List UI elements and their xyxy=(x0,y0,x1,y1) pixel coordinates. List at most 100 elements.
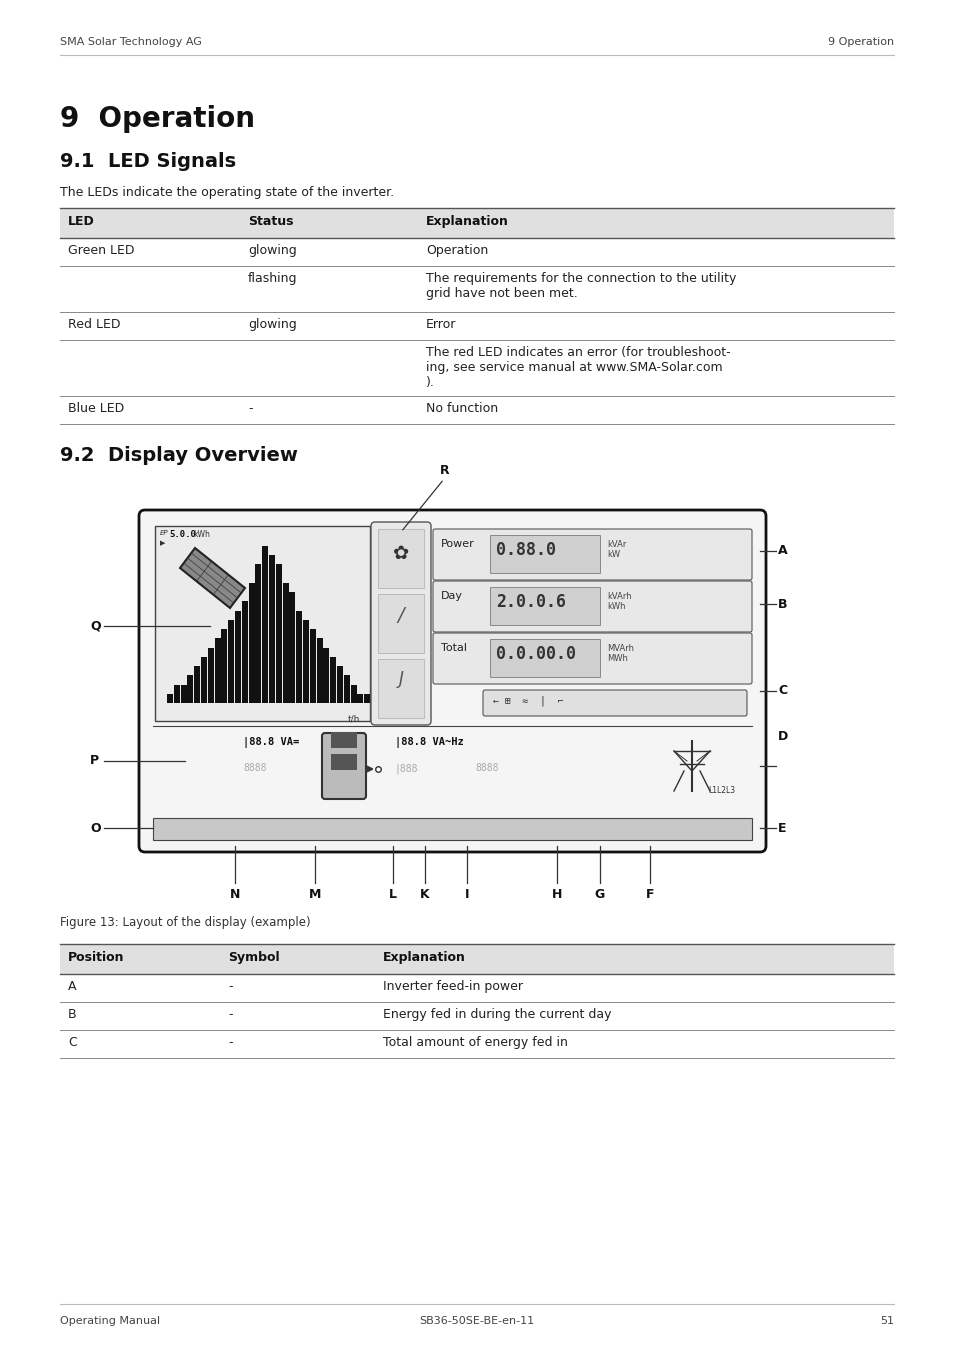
Text: 2.0.0.6: 2.0.0.6 xyxy=(496,593,565,611)
Text: K: K xyxy=(419,888,430,900)
Bar xyxy=(228,620,233,703)
Text: -: - xyxy=(248,402,253,414)
Bar xyxy=(275,565,281,703)
Bar xyxy=(234,611,241,703)
Text: ▶: ▶ xyxy=(160,540,165,546)
Bar xyxy=(282,584,289,703)
Text: I: I xyxy=(464,888,469,900)
Text: |88.8 VA=: |88.8 VA= xyxy=(243,737,299,747)
Bar xyxy=(336,666,343,703)
Bar xyxy=(60,944,893,974)
Text: Energy fed in during the current day: Energy fed in during the current day xyxy=(382,1007,611,1021)
Text: M: M xyxy=(309,888,321,900)
Bar xyxy=(269,555,274,703)
Text: |888: |888 xyxy=(395,764,418,773)
Text: MVArh
MWh: MVArh MWh xyxy=(606,645,634,663)
Bar xyxy=(490,588,599,626)
Text: A: A xyxy=(68,980,76,992)
Text: N: N xyxy=(230,888,240,900)
Text: Inverter feed-in power: Inverter feed-in power xyxy=(382,980,522,992)
Text: t/h: t/h xyxy=(348,715,360,724)
Bar xyxy=(289,592,295,703)
Text: Operation: Operation xyxy=(426,244,488,257)
Text: Figure 13: Layout of the display (example): Figure 13: Layout of the display (exampl… xyxy=(60,917,311,929)
FancyBboxPatch shape xyxy=(433,581,751,632)
Text: 9.2  Display Overview: 9.2 Display Overview xyxy=(60,445,297,464)
Text: Day: Day xyxy=(440,590,462,601)
FancyBboxPatch shape xyxy=(371,523,431,724)
Bar xyxy=(377,659,423,718)
Bar xyxy=(249,584,254,703)
Bar xyxy=(323,647,329,703)
Text: Operating Manual: Operating Manual xyxy=(60,1316,160,1326)
Text: Total: Total xyxy=(440,643,467,653)
Text: ✿: ✿ xyxy=(393,544,409,563)
FancyBboxPatch shape xyxy=(322,733,366,799)
Text: |88.8 VA~Hz: |88.8 VA~Hz xyxy=(395,737,463,747)
Text: P: P xyxy=(90,754,99,768)
Text: B: B xyxy=(68,1007,76,1021)
Bar xyxy=(208,647,213,703)
Text: C: C xyxy=(778,685,786,697)
Text: R: R xyxy=(439,464,449,477)
Text: No function: No function xyxy=(426,402,497,414)
Text: 8888: 8888 xyxy=(475,764,498,773)
Bar xyxy=(364,693,370,703)
Bar xyxy=(490,535,599,573)
Text: The requirements for the connection to the utility
grid have not been met.: The requirements for the connection to t… xyxy=(426,272,736,301)
Text: ← ⊞  ≈  |  ⌐: ← ⊞ ≈ | ⌐ xyxy=(493,696,563,707)
Text: SMA Solar Technology AG: SMA Solar Technology AG xyxy=(60,37,202,47)
Bar xyxy=(221,630,227,703)
Text: Power: Power xyxy=(440,539,475,548)
FancyBboxPatch shape xyxy=(139,510,765,852)
Text: glowing: glowing xyxy=(248,244,296,257)
Text: Q: Q xyxy=(90,620,100,632)
Text: L: L xyxy=(389,888,396,900)
Text: kVAr
kW: kVAr kW xyxy=(606,540,626,559)
Bar xyxy=(60,209,893,238)
Bar xyxy=(194,666,200,703)
Text: 0.88.0: 0.88.0 xyxy=(496,542,556,559)
Text: kWh: kWh xyxy=(193,529,210,539)
Text: SB36-50SE-BE-en-11: SB36-50SE-BE-en-11 xyxy=(419,1316,534,1326)
Text: /: / xyxy=(397,607,404,626)
Bar xyxy=(310,630,315,703)
Text: glowing: glowing xyxy=(248,318,296,330)
Bar xyxy=(331,754,356,770)
Bar xyxy=(167,693,172,703)
Text: C: C xyxy=(68,1036,76,1049)
Bar xyxy=(316,638,322,703)
Text: Blue LED: Blue LED xyxy=(68,402,124,414)
Bar xyxy=(152,818,751,839)
Bar xyxy=(351,685,356,703)
Text: -: - xyxy=(228,1036,233,1049)
Bar xyxy=(377,529,423,588)
Bar xyxy=(490,639,599,677)
Text: Symbol: Symbol xyxy=(228,951,279,964)
Text: J: J xyxy=(398,670,403,688)
Text: D: D xyxy=(778,730,787,742)
Bar xyxy=(262,546,268,703)
Text: -: - xyxy=(228,1007,233,1021)
Text: 9.1  LED Signals: 9.1 LED Signals xyxy=(60,152,236,171)
Text: Status: Status xyxy=(248,215,294,227)
Text: H: H xyxy=(551,888,561,900)
Text: Error: Error xyxy=(426,318,456,330)
Text: The red LED indicates an error (for troubleshoot-
ing, see service manual at www: The red LED indicates an error (for trou… xyxy=(426,347,730,389)
Text: 51: 51 xyxy=(879,1316,893,1326)
Bar xyxy=(331,733,356,747)
Text: kVArh
kWh: kVArh kWh xyxy=(606,592,631,612)
FancyBboxPatch shape xyxy=(482,691,746,716)
Text: Position: Position xyxy=(68,951,125,964)
FancyBboxPatch shape xyxy=(433,529,751,580)
Bar xyxy=(214,638,220,703)
Bar xyxy=(187,676,193,703)
Bar xyxy=(295,611,302,703)
Text: B: B xyxy=(778,597,786,611)
Bar xyxy=(180,685,187,703)
Bar xyxy=(303,620,309,703)
Text: 0.0.00.0: 0.0.00.0 xyxy=(496,645,576,663)
Bar xyxy=(357,693,363,703)
Bar xyxy=(255,565,261,703)
Text: Explanation: Explanation xyxy=(426,215,508,227)
